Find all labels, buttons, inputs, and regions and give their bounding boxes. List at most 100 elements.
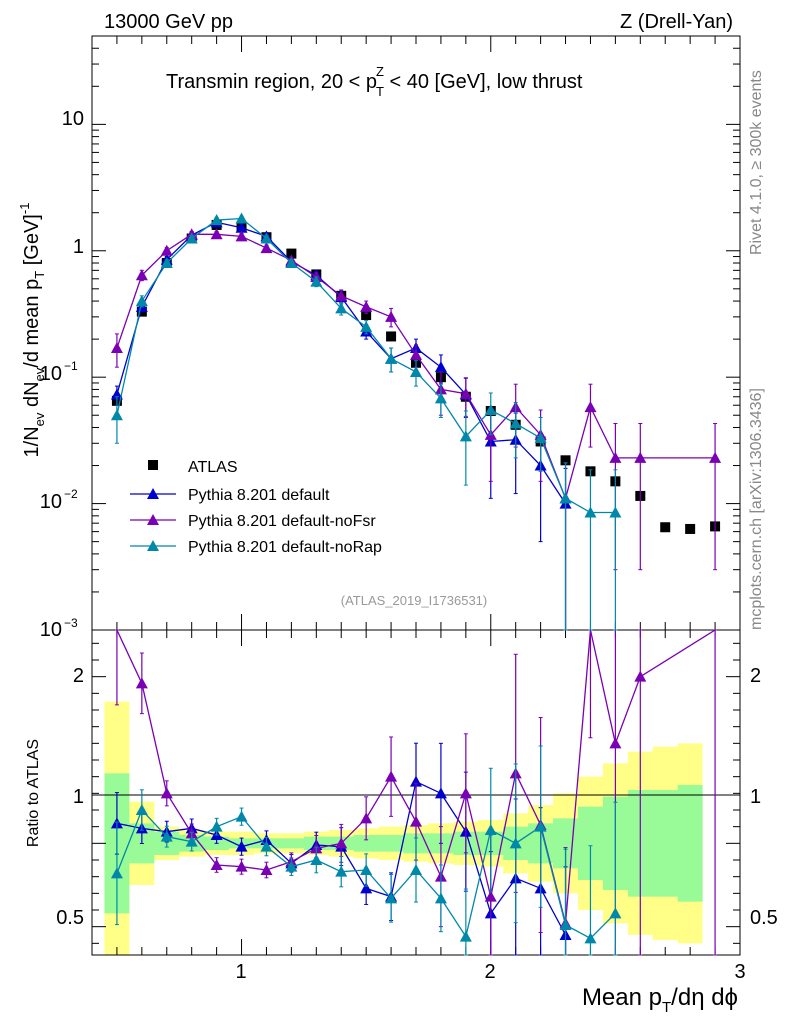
x-tick-label-1: 1 — [235, 961, 246, 983]
ratio-point-noRap — [459, 930, 472, 942]
ratio-tick-left-0.5: 0.5 — [56, 907, 84, 929]
y-tick-exp-0.1: −1 — [64, 359, 78, 373]
ratio-point-noRap — [559, 919, 572, 930]
x-tick-label-2: 2 — [484, 961, 495, 983]
ratio-point-noRap — [260, 840, 273, 852]
data-point-noFsr — [110, 342, 123, 354]
ratio-point-noRap — [584, 932, 597, 944]
data-point-noRap — [434, 392, 447, 404]
data-point-noFsr — [709, 451, 722, 463]
y-tick-label-0.001: 10 — [40, 619, 62, 641]
data-point-noRap — [260, 232, 273, 244]
ratio-point-noRap — [509, 837, 522, 849]
ratio-tick-right-0.5: 0.5 — [750, 907, 778, 929]
data-point-noRap — [385, 352, 398, 364]
ratio-point-noRap — [310, 854, 323, 865]
data-point-noRap — [509, 417, 522, 429]
data-point-default — [434, 361, 447, 373]
side-label-rivet: Rivet 4.1.0, ≥ 300k events — [748, 70, 765, 255]
data-point-noFsr — [360, 300, 373, 312]
x-axis-label: Mean pT/dη dϕ — [582, 984, 738, 1016]
ratio-tick-left-1: 1 — [73, 786, 84, 808]
ratio-point-noFsr — [335, 837, 348, 849]
series-layer — [110, 212, 722, 956]
ratio-point-noRap — [210, 820, 223, 832]
ratio-point-noFsr — [609, 737, 622, 749]
legend-label-atlas: ATLAS — [188, 459, 238, 476]
data-point-noRap — [235, 212, 248, 224]
legend-marker-default — [147, 488, 159, 499]
ratio-point-noFsr — [160, 787, 173, 799]
plot-title: Transmin region, 20 < pTZ < 40 [GeV], lo… — [166, 64, 583, 99]
data-point-noRap — [410, 365, 422, 377]
ratio-point-noRap — [385, 892, 398, 904]
data-point-atlas — [560, 455, 571, 466]
ratio-point-noRap — [185, 835, 198, 847]
data-point-noRap — [110, 409, 123, 421]
data-point-noFsr — [210, 228, 223, 240]
ratio-point-noFsr — [235, 860, 248, 872]
data-point-noFsr — [609, 451, 622, 463]
ratio-point-noRap — [484, 824, 497, 835]
data-point-noRap — [559, 492, 572, 504]
ratio-point-noFsr — [360, 812, 373, 824]
ratio-point-noFsr — [634, 670, 647, 682]
data-point-noRap — [185, 232, 198, 244]
ratio-tick-right-2: 2 — [750, 665, 761, 687]
ratio-point-noRap — [335, 865, 348, 877]
y-axis-label-main: 1/Nev dNev/d mean pT [GeV]-1 — [17, 203, 47, 458]
y-tick-label-0.1: 10 — [40, 363, 62, 385]
data-point-atlas — [660, 522, 671, 533]
y-tick-label-1: 1 — [73, 236, 84, 258]
ratio-point-default — [410, 775, 422, 787]
data-point-noRap — [534, 432, 547, 444]
header-left: 13000 GeV pp — [104, 11, 233, 33]
data-point-noRap — [285, 257, 298, 269]
ratio-point-noRap — [285, 860, 298, 872]
ratio-point-noRap — [135, 804, 148, 815]
legend-marker-norap — [147, 540, 159, 551]
ratio-uncertainty-bands — [104, 701, 703, 955]
ratio-point-noFsr — [135, 677, 148, 689]
data-point-noRap — [584, 506, 597, 518]
data-point-noFsr — [235, 230, 248, 242]
ratio-point-noFsr — [385, 770, 398, 782]
ratio-point-noRap — [160, 830, 173, 842]
legend-marker-atlas — [148, 460, 158, 470]
y-tick-label-10: 10 — [62, 108, 84, 130]
data-point-noFsr — [135, 269, 148, 281]
ratio-point-noFsr — [260, 864, 273, 875]
data-point-noRap — [310, 275, 323, 287]
data-point-atlas — [361, 310, 372, 321]
data-point-atlas — [685, 523, 696, 534]
legend-label-nofsr: Pythia 8.201 default-noFsr — [188, 513, 376, 530]
side-label-mcplots: mcplots.cern.ch [arXiv:1306.3436] — [748, 388, 765, 630]
ratio-point-noRap — [110, 867, 123, 879]
data-point-noRap — [135, 295, 148, 307]
ratio-point-noRap — [534, 820, 547, 832]
data-point-noFsr — [160, 244, 173, 256]
series-line-default — [116, 221, 567, 504]
y-axis-label-ratio: Ratio to ATLAS — [25, 739, 42, 847]
data-point-noFsr — [260, 242, 273, 254]
data-point-noRap — [459, 430, 472, 442]
legend-marker-nofsr — [147, 514, 159, 525]
ratio-point-noRap — [410, 864, 422, 875]
ratio-point-noFsr — [410, 815, 422, 827]
header-right: Z (Drell-Yan) — [620, 11, 733, 33]
ratio-tick-left-2: 2 — [73, 665, 84, 687]
legend-label-default: Pythia 8.201 default — [188, 487, 330, 504]
band-outer — [104, 701, 703, 955]
axis-ticks — [92, 35, 741, 955]
data-point-noRap — [335, 302, 348, 314]
y-tick-exp-0.01: −2 — [64, 487, 78, 501]
legend-label-norap: Pythia 8.201 default-noRap — [188, 539, 382, 556]
ratio-point-noRap — [360, 864, 373, 875]
data-point-atlas — [386, 331, 397, 342]
data-point-noFsr — [410, 348, 422, 360]
data-point-noFsr — [385, 310, 398, 322]
ratio-point-noFsr — [459, 787, 472, 799]
legend: ATLAS Pythia 8.201 default Pythia 8.201 … — [130, 459, 382, 556]
ratio-point-noRap — [434, 892, 447, 904]
